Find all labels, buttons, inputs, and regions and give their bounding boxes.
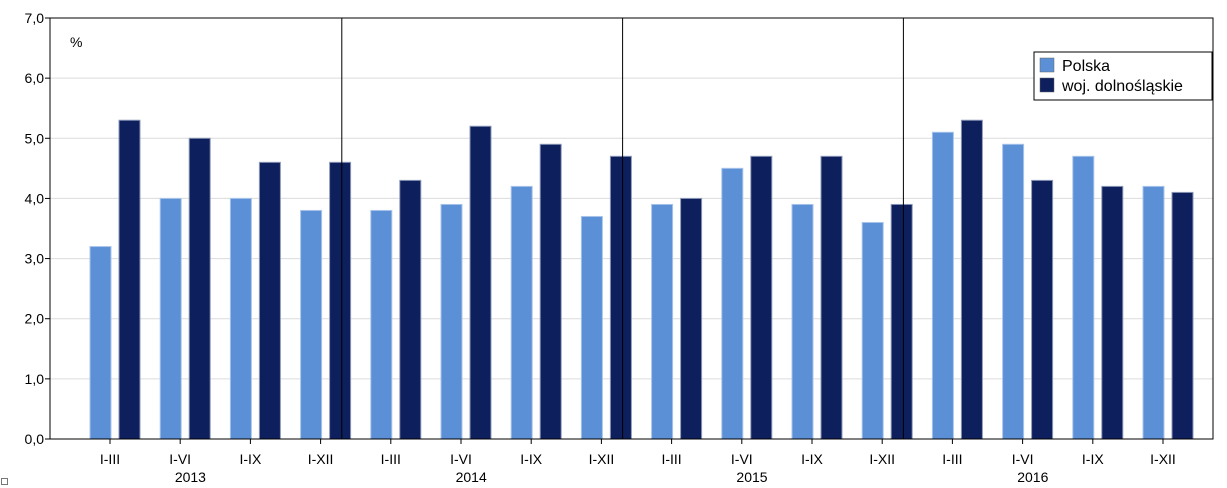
- y-tick-label: 1,0: [25, 371, 45, 387]
- corner-marker: [1, 478, 8, 485]
- group-label: 2016: [1017, 469, 1048, 485]
- bar-polska: [229, 197, 252, 440]
- bar-dolnoslaskie: [469, 125, 492, 440]
- legend: Polska woj. dolnośląskie: [1033, 51, 1213, 101]
- y-tick-label: 5,0: [25, 130, 45, 146]
- group-label: 2015: [736, 469, 767, 485]
- x-tick-label: I-IX: [240, 451, 262, 467]
- bar-polska: [791, 203, 814, 440]
- bar-dolnoslaskie: [609, 155, 632, 440]
- bar-polska: [510, 185, 533, 440]
- bar-polska: [861, 221, 884, 440]
- bar-dolnoslaskie: [258, 161, 281, 440]
- bar-dolnoslaskie: [1031, 179, 1054, 440]
- x-tick-label: I-IX: [801, 451, 823, 467]
- bar-dolnoslaskie: [820, 155, 843, 440]
- bar-dolnoslaskie: [329, 161, 352, 440]
- x-tick-label: I-VI: [169, 451, 191, 467]
- y-tick-label: 6,0: [25, 70, 45, 86]
- y-tick-label: 4,0: [25, 190, 45, 206]
- bar-polska: [440, 203, 463, 440]
- unit-label: %: [70, 34, 82, 50]
- bar-dolnoslaskie: [188, 137, 211, 440]
- legend-swatch: [1039, 57, 1055, 73]
- bar-dolnoslaskie: [680, 197, 703, 440]
- bar-polska: [1002, 143, 1025, 440]
- x-tick-label: I-III: [942, 451, 962, 467]
- bar-polska: [580, 215, 603, 440]
- x-tick-label: I-XII: [869, 451, 895, 467]
- x-tick-label: I-XII: [589, 451, 615, 467]
- bar-polska: [721, 167, 744, 440]
- bar-polska: [1142, 185, 1165, 440]
- x-tick-label: I-VI: [731, 451, 753, 467]
- group-label: 2014: [456, 469, 487, 485]
- legend-box: [1033, 51, 1213, 101]
- bar-polska: [370, 209, 393, 440]
- y-tick-label: 3,0: [25, 251, 45, 267]
- plot-frame: [49, 17, 1214, 440]
- y-axis-ticks: 0,0 1,0 2,0 3,0 4,0 5,0 6,0 7,0: [25, 10, 50, 447]
- bar-dolnoslaskie: [1101, 185, 1124, 440]
- group-label: 2013: [175, 469, 206, 485]
- bar-dolnoslaskie: [118, 119, 141, 440]
- bar-dolnoslaskie: [399, 179, 422, 440]
- y-tick-label: 2,0: [25, 311, 45, 327]
- bar-polska: [651, 203, 674, 440]
- bar-dolnoslaskie: [539, 143, 562, 440]
- bar-polska: [1072, 155, 1095, 440]
- x-tick-label: I-III: [661, 451, 681, 467]
- bars: [89, 119, 1194, 440]
- x-axis-labels: I-III I-VI I-IX I-XII I-III I-VI I-IX I-XII I-II…: [100, 451, 1176, 485]
- x-tick-label: I-IX: [1082, 451, 1104, 467]
- legend-swatch: [1039, 77, 1055, 93]
- x-tick-label: I-III: [381, 451, 401, 467]
- legend-label: Polska: [1062, 58, 1110, 75]
- bar-polska: [300, 209, 323, 440]
- bar-dolnoslaskie: [750, 155, 773, 440]
- bar-polska: [931, 131, 954, 440]
- x-tick-label: I-VI: [450, 451, 472, 467]
- bar-polska: [159, 197, 182, 440]
- legend-label: woj. dolnośląskie: [1061, 78, 1183, 95]
- bar-dolnoslaskie: [1171, 191, 1194, 440]
- axes: [49, 17, 1214, 444]
- x-tick-label: I-VI: [1012, 451, 1034, 467]
- bar-dolnoslaskie: [960, 119, 983, 440]
- x-tick-label: I-XII: [1150, 451, 1176, 467]
- y-tick-label: 0,0: [25, 431, 45, 447]
- bar-dolnoslaskie: [890, 203, 913, 440]
- x-tick-label: I-III: [100, 451, 120, 467]
- x-tick-label: I-IX: [520, 451, 542, 467]
- x-tick-label: I-XII: [308, 451, 334, 467]
- y-tick-label: 7,0: [25, 10, 45, 26]
- bar-polska: [89, 246, 112, 440]
